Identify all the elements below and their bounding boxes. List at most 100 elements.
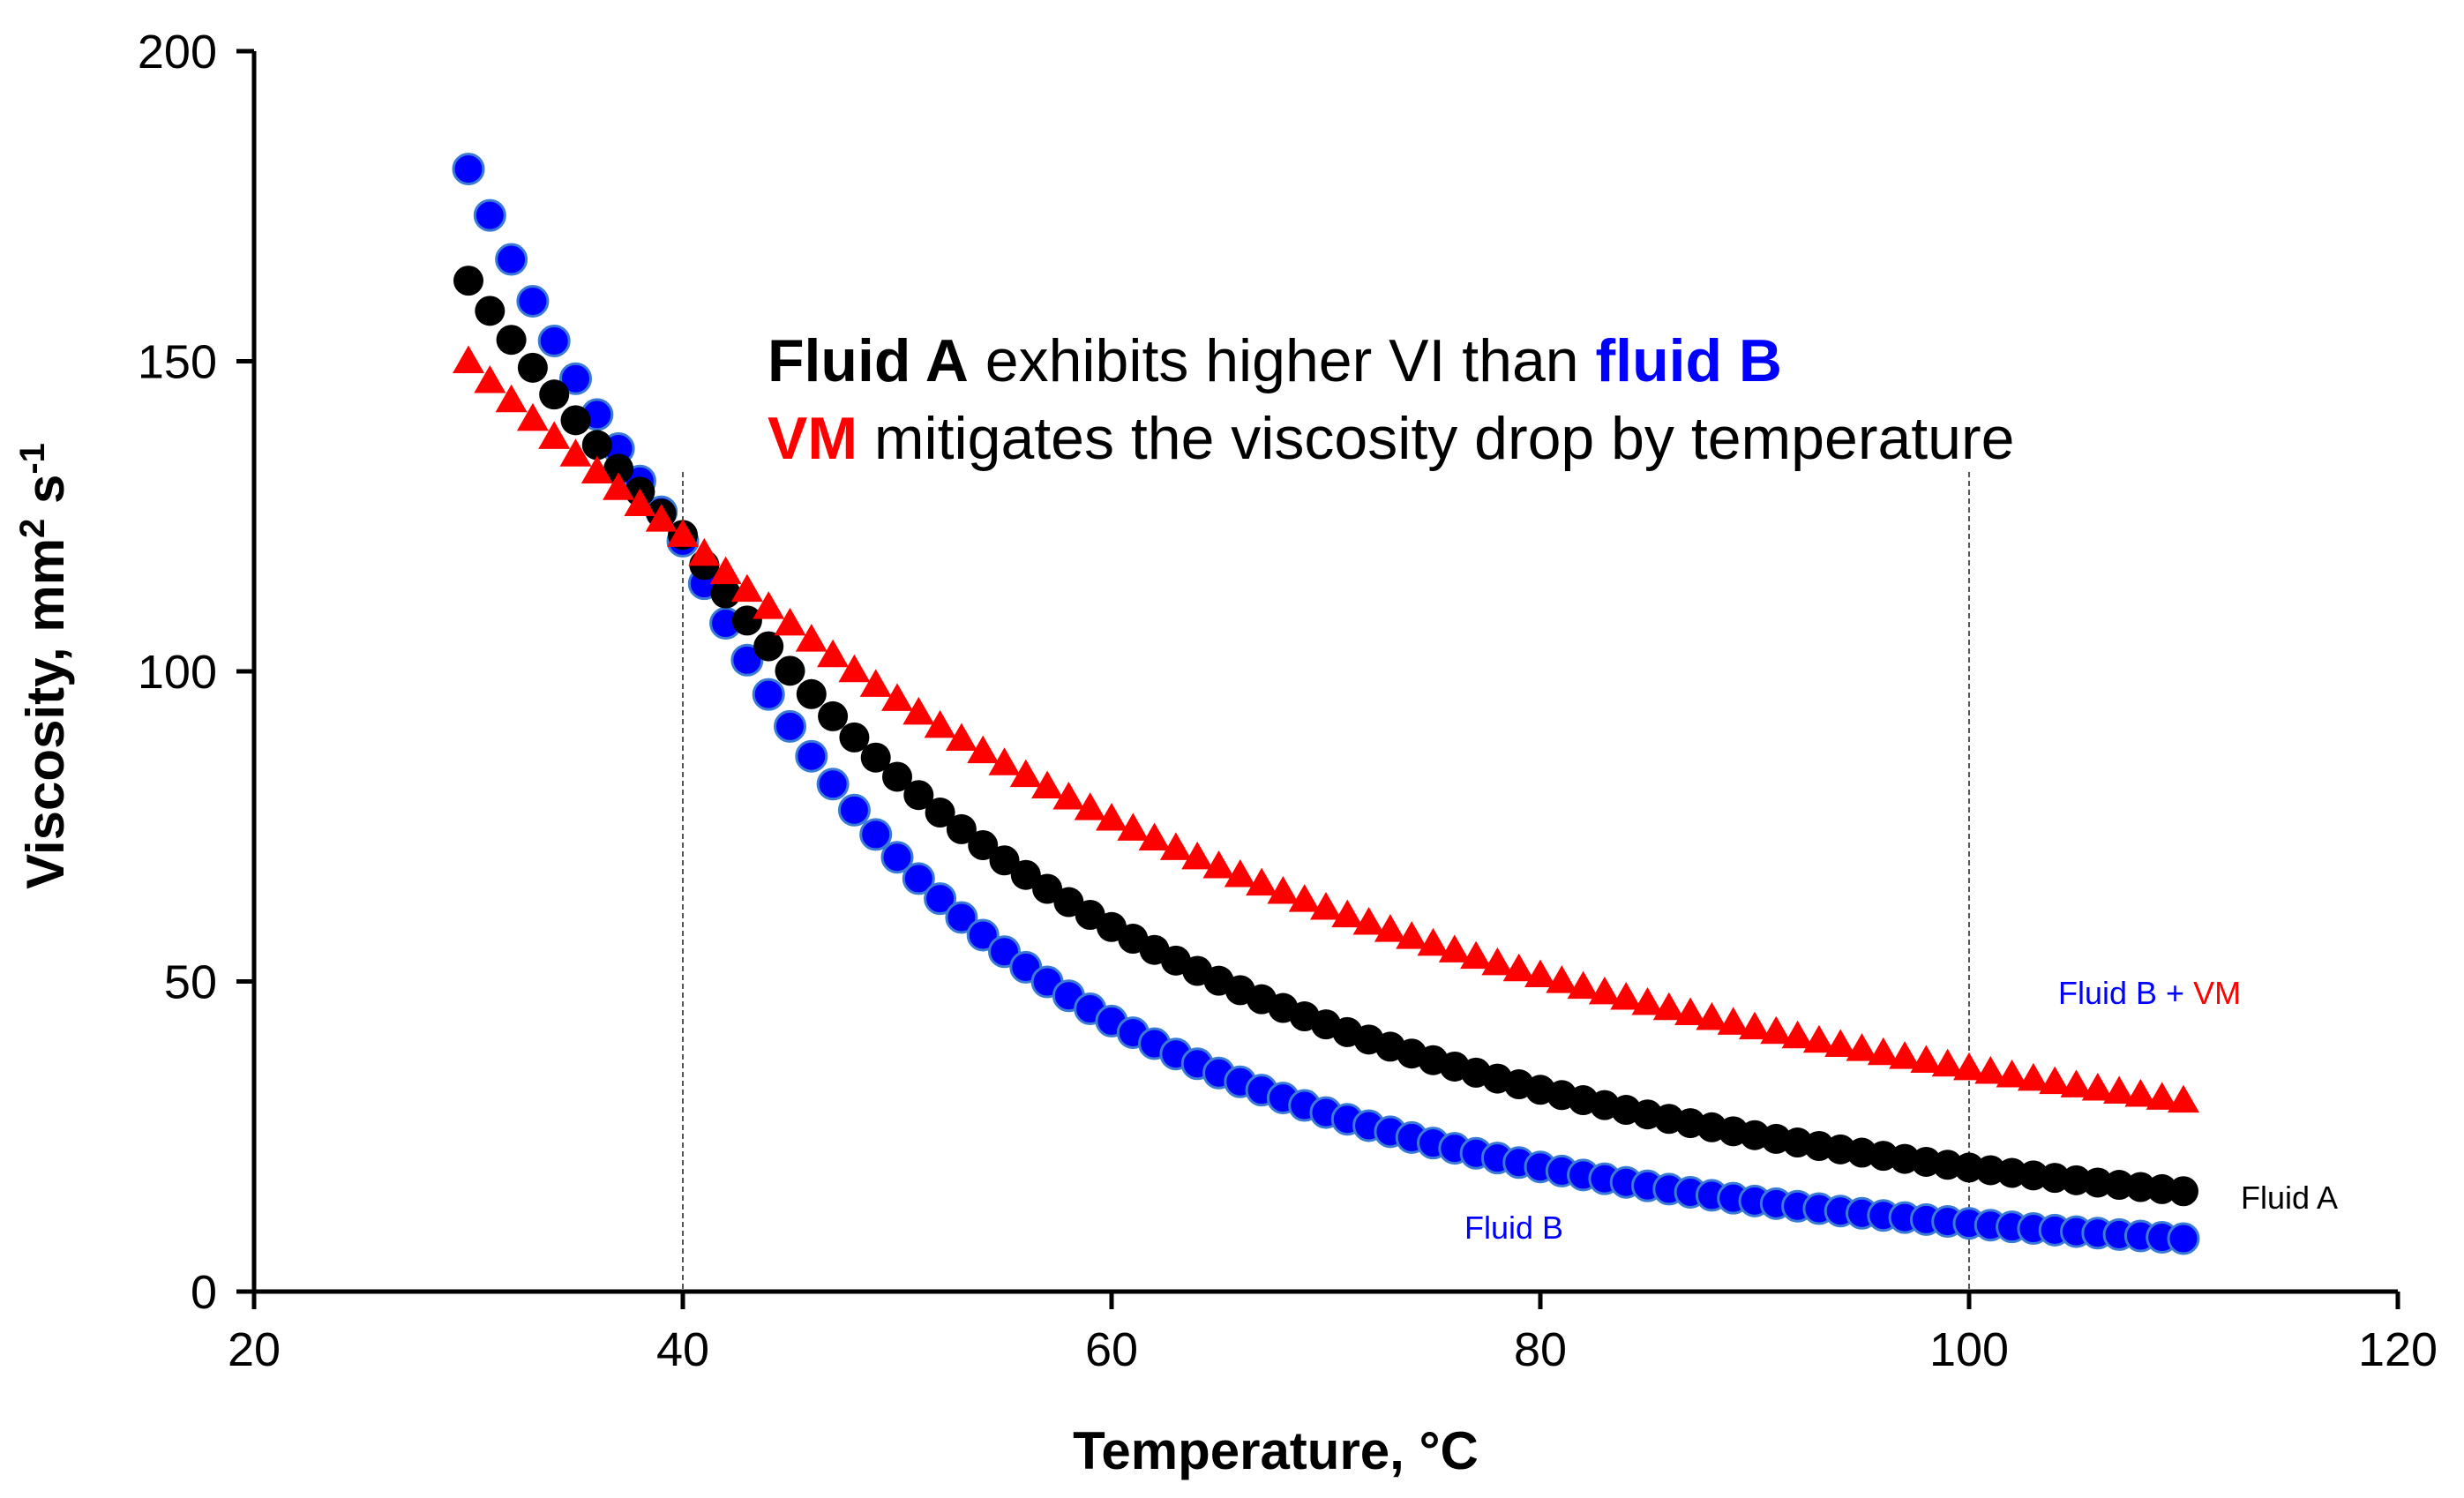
point-fluid-a bbox=[968, 829, 999, 860]
y-tick-label-150: 150 bbox=[138, 336, 217, 389]
point-fluid-a bbox=[775, 655, 805, 686]
point-fluid-a bbox=[453, 266, 483, 296]
point-fluid-a bbox=[903, 780, 934, 811]
point-fluid-a bbox=[882, 761, 912, 792]
x-tick-label-40: 40 bbox=[656, 1323, 709, 1376]
point-fluid-b-vm bbox=[817, 639, 850, 668]
point-fluid-b-vm bbox=[1181, 841, 1214, 870]
point-fluid-b-vm bbox=[1824, 1029, 1857, 1057]
annotation-line-1: Fluid A exhibits higher VI than fluid B bbox=[768, 327, 1782, 394]
point-fluid-b-vm bbox=[1374, 914, 1406, 942]
point-fluid-b-vm bbox=[924, 709, 956, 738]
point-fluid-b-vm bbox=[1567, 970, 1599, 1000]
point-fluid-b-vm bbox=[709, 556, 742, 585]
point-fluid-b-vm bbox=[730, 573, 763, 603]
point-fluid-a bbox=[989, 845, 1020, 876]
point-fluid-b-vm bbox=[1931, 1048, 1964, 1077]
point-fluid-b-vm bbox=[688, 537, 721, 566]
y-tick-label-50: 50 bbox=[164, 956, 217, 1009]
series-fluid-b-vm bbox=[453, 345, 2199, 1113]
point-fluid-b-vm bbox=[1717, 1007, 1749, 1035]
x-tick-label-60: 60 bbox=[1085, 1323, 1138, 1376]
point-fluid-b-vm bbox=[2039, 1066, 2071, 1095]
point-fluid-b-vm bbox=[1739, 1011, 1771, 1040]
point-fluid-b-vm bbox=[538, 421, 571, 449]
point-fluid-b-vm bbox=[1996, 1059, 2028, 1088]
point-fluid-b-vm bbox=[559, 438, 592, 467]
point-fluid-b-vm bbox=[1096, 802, 1127, 831]
point-fluid-a bbox=[496, 325, 527, 356]
point-fluid-b-vm bbox=[1846, 1033, 1878, 1061]
point-fluid-b-vm bbox=[1288, 884, 1321, 912]
point-fluid-b-vm bbox=[1438, 934, 1471, 962]
point-fluid-b bbox=[859, 818, 893, 851]
label-fluid-bvm: Fluid B + VM bbox=[2058, 975, 2241, 1011]
point-fluid-b-vm bbox=[603, 472, 635, 500]
point-fluid-b-vm bbox=[1953, 1052, 1985, 1081]
point-fluid-b-vm bbox=[1910, 1045, 1943, 1074]
point-fluid-b-vm bbox=[667, 519, 699, 547]
y-tick-label-100: 100 bbox=[138, 646, 217, 699]
point-fluid-b bbox=[945, 901, 978, 934]
point-fluid-b-vm bbox=[1246, 867, 1278, 896]
point-fluid-a bbox=[753, 631, 784, 662]
annotation-text-2: mitigates the viscosity drop by temperat… bbox=[858, 405, 2014, 472]
point-fluid-b-vm bbox=[1396, 921, 1428, 949]
point-fluid-a bbox=[925, 798, 955, 828]
point-fluid-b bbox=[837, 793, 871, 827]
point-fluid-b-vm bbox=[1760, 1015, 1793, 1045]
point-fluid-b-vm bbox=[2060, 1069, 2093, 1097]
point-fluid-a bbox=[539, 379, 570, 410]
annotation-line-2: VM mitigates the viscosity drop by tempe… bbox=[768, 405, 2014, 472]
point-fluid-b-vm bbox=[1310, 891, 1342, 920]
point-fluid-b-vm bbox=[1802, 1024, 1835, 1053]
y-tick-label-0: 0 bbox=[191, 1266, 217, 1319]
point-fluid-b bbox=[816, 768, 850, 801]
point-fluid-b-vm bbox=[1481, 947, 1514, 976]
point-fluid-b-vm bbox=[774, 607, 806, 636]
point-fluid-a bbox=[731, 605, 762, 636]
point-fluid-b-vm bbox=[1546, 965, 1578, 993]
point-fluid-b-vm bbox=[1610, 981, 1643, 1010]
point-fluid-a bbox=[2168, 1176, 2198, 1207]
point-fluid-b-vm bbox=[1031, 770, 1064, 799]
x-tick-label-20: 20 bbox=[228, 1323, 281, 1376]
point-fluid-b-vm bbox=[495, 384, 528, 413]
point-fluid-a bbox=[581, 430, 612, 461]
annotation-fluid-a: Fluid A bbox=[768, 327, 969, 394]
point-fluid-b-vm bbox=[580, 455, 613, 484]
point-fluid-b-vm bbox=[2103, 1075, 2136, 1104]
point-fluid-b-vm bbox=[2124, 1078, 2157, 1107]
series-fluid-a bbox=[453, 266, 2198, 1207]
point-fluid-b bbox=[752, 678, 785, 711]
point-fluid-b-vm bbox=[645, 504, 678, 532]
point-fluid-b-vm bbox=[474, 364, 506, 393]
point-fluid-b-vm bbox=[1224, 858, 1256, 888]
point-fluid-b-vm bbox=[1588, 976, 1621, 1005]
point-fluid-b-vm bbox=[2168, 1084, 2199, 1113]
point-fluid-b-vm bbox=[1867, 1037, 1899, 1066]
point-fluid-b-vm bbox=[1696, 1001, 1728, 1030]
point-fluid-b-vm bbox=[1117, 813, 1150, 841]
point-fluid-b-vm bbox=[1074, 792, 1106, 820]
label-fluid-a: Fluid A bbox=[2241, 1180, 2338, 1216]
point-fluid-b bbox=[795, 739, 828, 773]
annotation-fluid-b: fluid B bbox=[1596, 327, 1783, 394]
point-fluid-a bbox=[946, 813, 977, 844]
point-fluid-b-vm bbox=[1502, 953, 1535, 982]
label-fluid-b: Fluid B bbox=[1464, 1210, 1563, 1246]
point-fluid-b-vm bbox=[1781, 1020, 1814, 1049]
point-fluid-b bbox=[880, 841, 914, 874]
point-fluid-b bbox=[495, 243, 528, 276]
point-fluid-b bbox=[924, 882, 957, 916]
point-fluid-b-vm bbox=[1052, 782, 1085, 810]
point-fluid-b-vm bbox=[1524, 959, 1556, 988]
point-fluid-b-vm bbox=[516, 402, 549, 431]
series-fluid-b bbox=[452, 153, 2200, 1255]
series-layer bbox=[452, 153, 2200, 1255]
point-fluid-a bbox=[475, 296, 506, 326]
x-tick-label-80: 80 bbox=[1514, 1323, 1567, 1376]
point-fluid-b-vm bbox=[1631, 986, 1664, 1015]
point-fluid-b-vm bbox=[1267, 875, 1299, 904]
point-fluid-b-vm bbox=[1674, 997, 1707, 1025]
